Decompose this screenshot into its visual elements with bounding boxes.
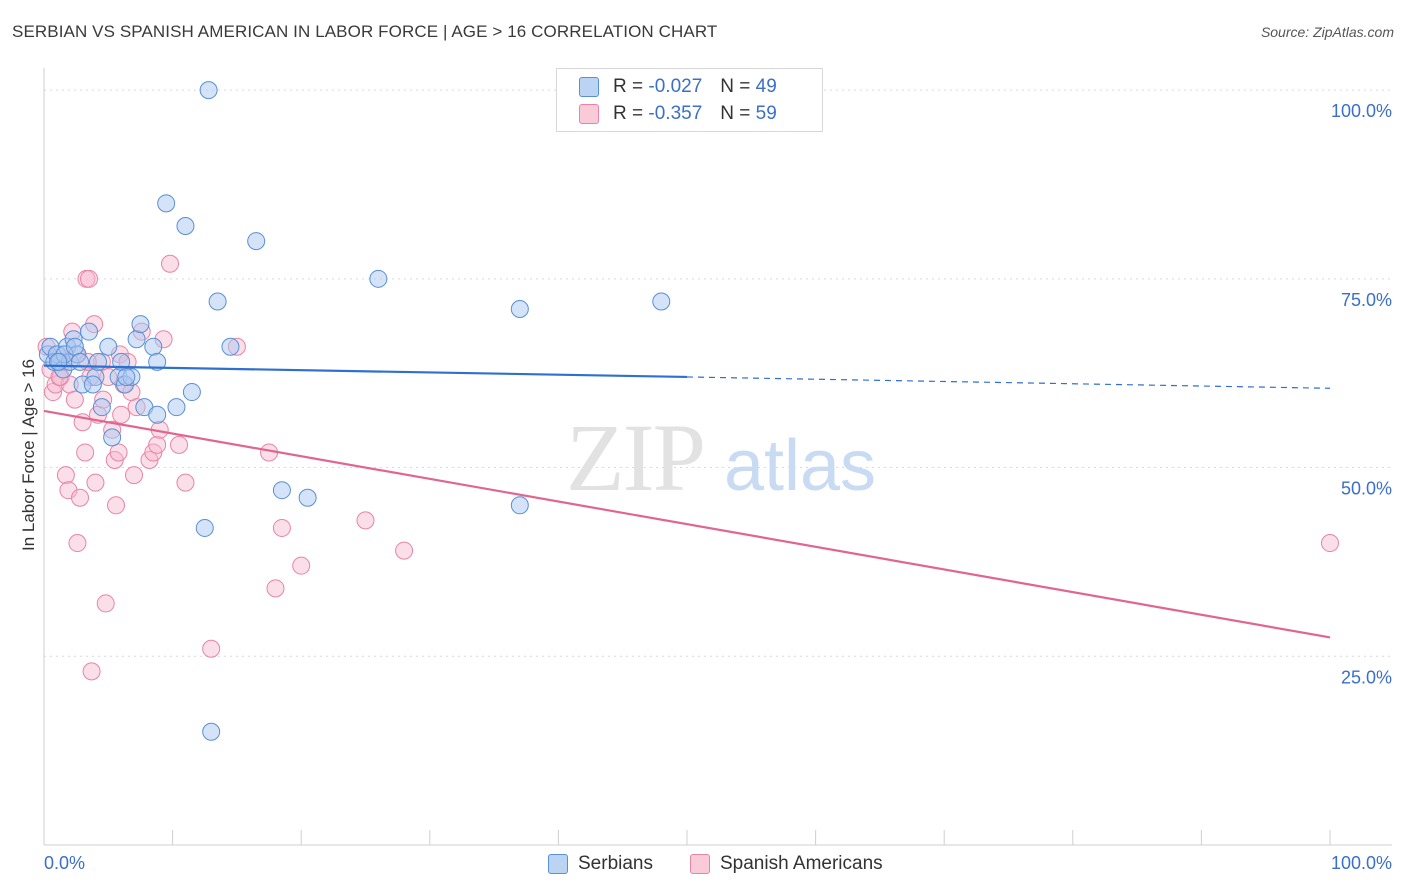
spanish-american-point [82,662,101,681]
serbian-point [131,315,150,334]
spanish-american-point [125,466,144,485]
legend-r-label: R = [613,76,644,97]
spanish-american-point [96,594,115,613]
serbian-point [148,352,167,371]
serbian-point [510,300,529,319]
spanish-american-point [395,541,414,560]
y-axis-label: In Labor Force | Age > 16 [19,359,38,551]
serbian-point [247,232,266,251]
serbian-point [167,398,186,417]
serbians-trend-extension [686,376,1331,389]
serbians-trend-line [43,364,688,379]
spanish-american-point [292,556,311,575]
spanish-american-point [68,534,87,553]
spanish-american-point [170,435,189,454]
serbian-point [510,496,529,515]
legend-r-label: R = [613,103,644,124]
serbian-point [49,352,68,371]
spanish-american-point [107,496,126,515]
serbian-point [83,375,102,394]
serbians-n-value: 49 [755,76,777,97]
spanish-american-point [112,405,131,424]
spanish-american-point [56,466,75,485]
bottom-legend-serbians: Serbians [548,852,653,876]
spanish-r-value: -0.357 [648,103,703,124]
spanish-n-value: 59 [755,103,777,124]
legend-n-label: N = [720,76,751,97]
x-tick-label: 100.0% [1331,853,1392,873]
serbian-point [71,352,90,371]
serbian-point [99,337,118,356]
spanish-american-point [1321,534,1339,553]
serbian-point [148,405,167,424]
spanish-american-point [266,579,285,598]
serbian-point [65,337,84,356]
serbian-point [157,194,176,213]
serbians-legend-swatch [548,854,568,874]
serbian-point [199,81,218,100]
serbian-point [92,398,111,417]
spanish-american-point [86,473,105,492]
serbian-point [182,383,201,402]
serbian-point [272,481,291,500]
watermark-zip: ZIP [566,404,704,511]
spanish-american-point [109,443,128,462]
y-tick-label: 50.0% [1341,479,1392,499]
y-tick-label: 75.0% [1341,290,1392,310]
serbian-point [195,518,214,537]
serbian-point [208,292,227,311]
legend-row-serbians: R = -0.027 N = 49 [579,75,777,99]
source-credit: Source: ZipAtlas.com [1260,24,1394,40]
serbian-point [298,488,317,507]
chart-title: SERBIAN VS SPANISH AMERICAN IN LABOR FOR… [12,22,718,41]
serbian-point [80,322,99,341]
spanish-american-point [80,269,99,288]
spanish-american-point [71,488,90,507]
spanish-american-point [356,511,375,530]
bottom-legend-spanish: Spanish Americans [690,852,883,876]
serbian-point [89,352,108,371]
spanish-trend-line [43,409,1331,639]
x-tick-label: 0.0% [44,853,85,873]
spanish-american-point [148,435,167,454]
y-tick-label: 25.0% [1341,667,1392,687]
serbian-point [176,216,195,235]
serbian-point [103,428,122,447]
serbians-swatch [579,77,599,97]
serbians-r-value: -0.027 [648,76,703,97]
legend-row-spanish: R = -0.357 N = 59 [579,102,777,126]
spanish-american-point [76,443,95,462]
serbian-point [652,292,671,311]
spanish-legend-label: Spanish Americans [720,853,883,874]
spanish-american-point [161,254,180,273]
watermark-atlas: atlas [724,426,876,506]
tick-labels: 25.0% 50.0% 75.0% 100.0% 0.0% 100.0% [44,101,1392,873]
spanish-american-point [202,639,221,658]
y-tick-label: 100.0% [1331,101,1392,121]
watermark: ZIP atlas [566,404,876,511]
spanish-legend-swatch [690,854,710,874]
spanish-american-point [65,390,84,409]
spanish-american-point [44,383,63,402]
serbians-legend-label: Serbians [578,853,653,874]
serbian-point [144,337,163,356]
grid-lines [44,89,1392,657]
legend-n-label: N = [720,103,751,124]
serbian-point [202,722,221,741]
serbian-point [127,330,146,349]
spanish-american-point [272,518,291,537]
serbian-point [117,367,136,386]
trend-lines [43,364,1331,639]
axes [43,68,1392,846]
serbian-point [221,337,240,356]
legend: R = -0.027 N = 49 R = -0.357 N = 59 [556,68,823,132]
spanish-american-point [176,473,195,492]
spanish-swatch [579,104,599,124]
serbian-point [369,269,388,288]
